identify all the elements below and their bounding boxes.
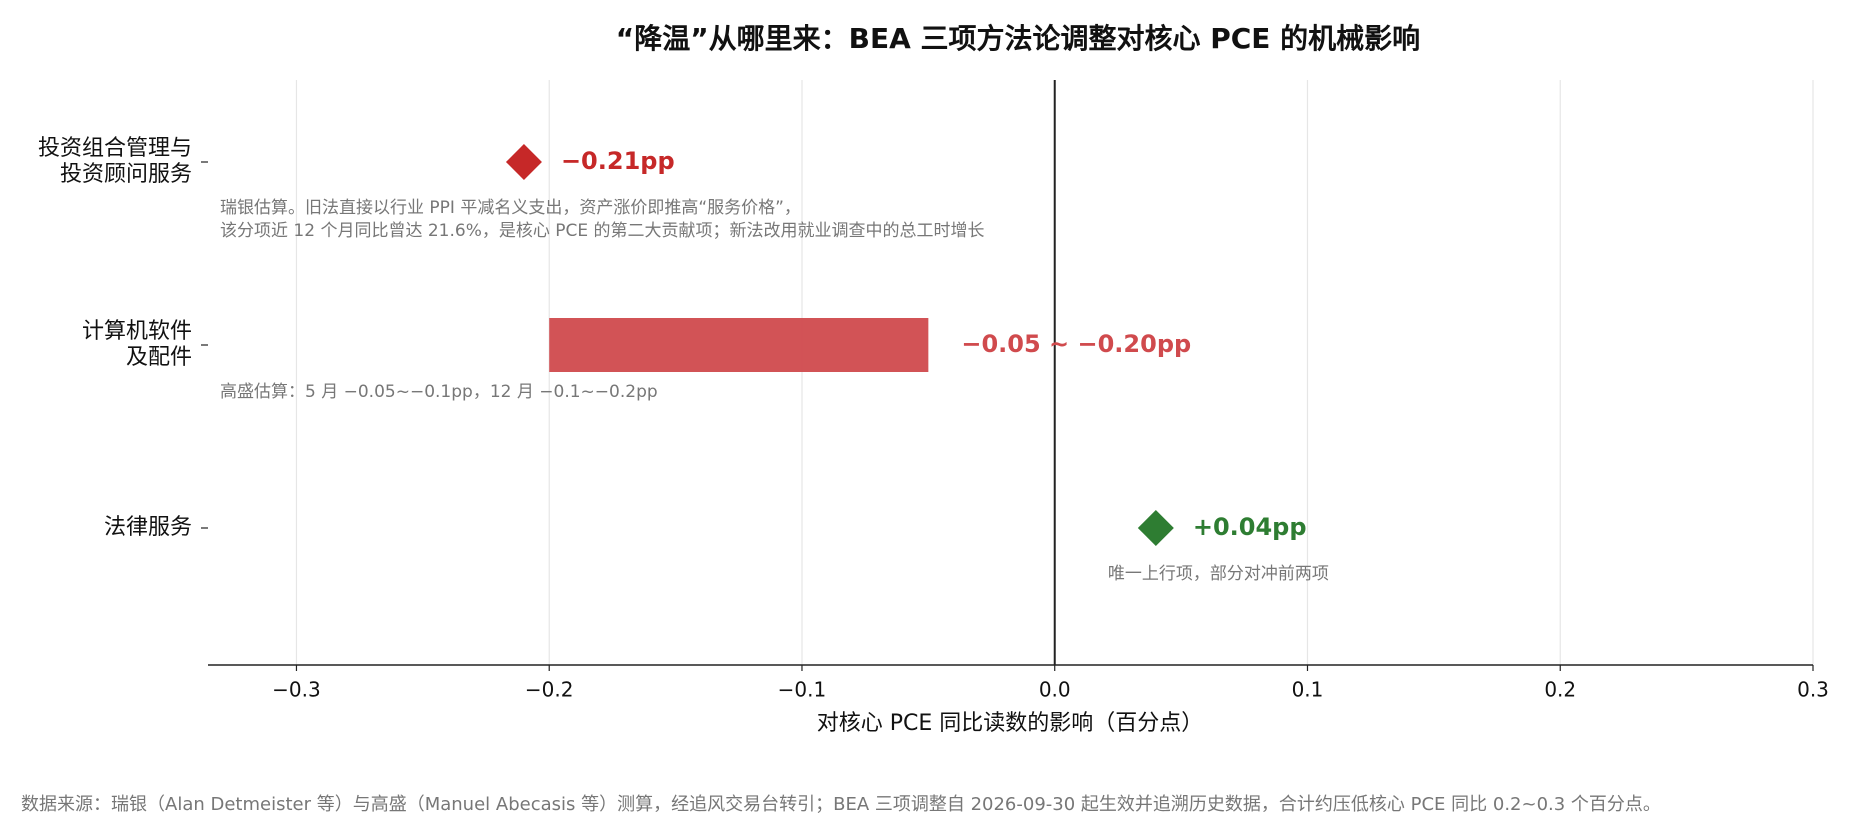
y-tick-label: 法律服务 bbox=[104, 515, 192, 540]
annotation: 高盛估算：5 月 −0.05~−0.1pp，12 月 −0.1~−0.2pp bbox=[220, 382, 658, 402]
x-tick-label: 0.2 bbox=[1544, 678, 1576, 702]
annotation: 唯一上行项，部分对冲前两项 bbox=[1108, 564, 1329, 584]
y-tick-label: 投资顾问服务 bbox=[60, 162, 192, 187]
x-tick-label: 0.3 bbox=[1797, 678, 1829, 702]
x-tick-label: −0.2 bbox=[525, 678, 574, 702]
value-label: −0.05 ~ −0.20pp bbox=[961, 330, 1191, 358]
value-label: −0.21pp bbox=[561, 147, 675, 175]
y-tick-label: 投资组合管理与 bbox=[38, 136, 192, 161]
chart-title: “降温”从哪里来：BEA 三项方法论调整对核心 PCE 的机械影响 bbox=[616, 22, 1420, 55]
x-tick-label: 0.0 bbox=[1039, 678, 1071, 702]
annotation: 该分项近 12 个月同比曾达 21.6%，是核心 PCE 的第二大贡献项；新法改… bbox=[220, 221, 985, 241]
x-tick-label: 0.1 bbox=[1292, 678, 1324, 702]
x-tick-label: −0.3 bbox=[272, 678, 321, 702]
diamond-marker bbox=[505, 144, 542, 180]
y-tick-label: 及配件 bbox=[126, 345, 192, 370]
x-tick-label: −0.1 bbox=[778, 678, 827, 702]
annotation: 瑞银估算。旧法直接以行业 PPI 平减名义支出，资产涨价即推高“服务价格”， bbox=[220, 198, 801, 218]
diamond-marker bbox=[1137, 510, 1174, 546]
y-tick-label: 计算机软件 bbox=[82, 319, 192, 344]
range-bar bbox=[549, 318, 929, 372]
x-axis-label: 对核心 PCE 同比读数的影响（百分点） bbox=[817, 711, 1204, 736]
source-note: 数据来源：瑞银（Alan Detmeister 等）与高盛（Manuel Abe… bbox=[21, 794, 1661, 815]
value-label: +0.04pp bbox=[1193, 513, 1307, 541]
